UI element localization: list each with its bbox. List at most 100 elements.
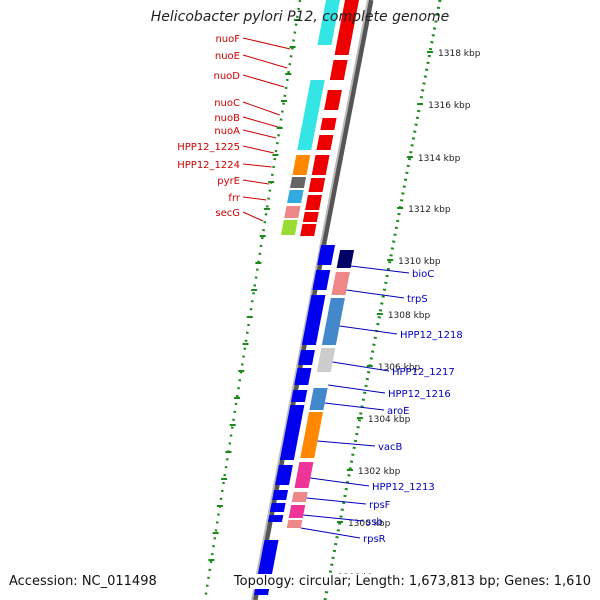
gene-label-hpp12_1216: HPP12_1216 [388,389,451,400]
feature-block [291,492,308,502]
gene-label-bioc: bioC [412,269,434,280]
feature-block [311,155,330,175]
feature-block [316,348,336,372]
feature-blocks [253,0,359,595]
leader-line [242,163,272,168]
feature-block [336,250,355,268]
feature-block [316,135,334,150]
leader-line [346,289,405,299]
feature-block [288,505,306,518]
feature-block [297,80,325,150]
gene-label-hpp12_1218: HPP12_1218 [400,330,463,341]
leader-line [310,477,370,487]
gene-label-trps: trpS [407,294,428,305]
leader-line [317,440,376,447]
feature-block [298,350,315,365]
scale-label: 1314 kbp [418,154,461,164]
feature-block [320,118,337,130]
leader-line [324,402,385,411]
feature-block [334,0,359,55]
feature-block [269,503,286,512]
gene-label-nuob: nuoB [214,113,240,124]
gene-labels: nuoF nuoE nuoD nuoC nuoB nuoA HPP12_1225 HPP12_… [177,34,463,545]
gene-label-secg: secG [215,208,240,219]
scale-label: 1310 kbp [398,257,441,267]
feature-block [324,90,342,110]
leader-line [332,361,390,372]
map-title: Helicobacter pylori P12, complete genome [150,9,450,25]
gene-label-nuod: nuoD [214,71,241,82]
leader-line [242,74,285,88]
feature-block [280,220,298,235]
feature-block [287,190,304,203]
leader-line [242,37,291,50]
gene-label-rpsr: rpsR [363,534,386,545]
gene-label-ssb: ssb [366,517,383,528]
scale-label: 1316 kbp [428,101,471,111]
leader-line [350,265,410,274]
leader-line [300,527,361,539]
feature-block [275,465,293,485]
accession-text: Accession: NC_011498 [9,574,157,589]
scale-label: 1300 kbp [348,519,391,529]
leader-line [306,497,367,505]
gene-label-nuoc: nuoC [214,98,240,109]
leader-line [242,101,280,116]
leader-line [242,196,267,201]
gene-label-nuoe: nuoE [215,51,240,62]
gene-label-hpp12_1213: HPP12_1213 [372,482,435,493]
gene-label-hpp12_1217: HPP12_1217 [392,367,455,378]
feature-block [289,177,307,188]
topology-label: Topology: circular; Length: 1,673,813 bp… [233,574,591,589]
leader-line [303,514,364,522]
feature-block [308,178,326,192]
leader-line [242,129,277,139]
gene-label-rpsf: rpsF [369,500,391,511]
scale-label: 1308 kbp [388,311,431,321]
scale-label: 1318 kbp [438,49,481,59]
leader-line [242,179,269,185]
feature-block [267,515,284,522]
leader-line [242,145,274,154]
gene-label-vacb: vacB [378,442,403,453]
topology-text: Topology: circular; Length: 1,673,813 bp… [233,574,591,589]
feature-block [301,295,326,345]
leader-line [242,211,264,222]
feature-block [309,388,328,410]
feature-block [284,206,301,218]
feature-block [331,272,350,295]
scale-label: 1302 kbp [358,467,401,477]
feature-block [312,270,331,290]
gene-label-nuof: nuoF [215,34,240,45]
feature-block [317,245,336,265]
scale-label: 1304 kbp [368,415,411,425]
feature-block [290,390,308,402]
backbone-inner-line [251,0,369,600]
gene-label-aroe: aroE [387,406,409,417]
leader-line [242,54,288,69]
scale-label: 1306 kbp [378,363,421,373]
gene-label-nuoa: nuoA [214,126,240,137]
gene-label-pyre: pyrE [217,176,240,187]
feature-block [300,224,317,236]
feature-block [294,462,314,488]
gene-label-frr: frr [228,193,240,204]
feature-block [294,368,312,385]
scale-labels: 1318 kbp 1316 kbp 1314 kbp 1312 kbp 1310 kbp… [326,49,481,583]
tick-marks [203,0,442,600]
gene-label-hpp12_1224: HPP12_1224 [177,160,240,171]
leader-line [328,384,386,394]
feature-block [286,520,303,528]
feature-block [321,298,345,345]
scale-label: 1312 kbp [408,205,451,215]
tick-dotted-line [203,0,302,600]
feature-block [302,212,319,222]
feature-block [292,155,311,175]
feature-block [300,412,324,458]
feature-block [329,60,348,80]
feature-block [305,195,322,210]
feature-block [279,405,305,460]
feature-block [317,0,340,45]
